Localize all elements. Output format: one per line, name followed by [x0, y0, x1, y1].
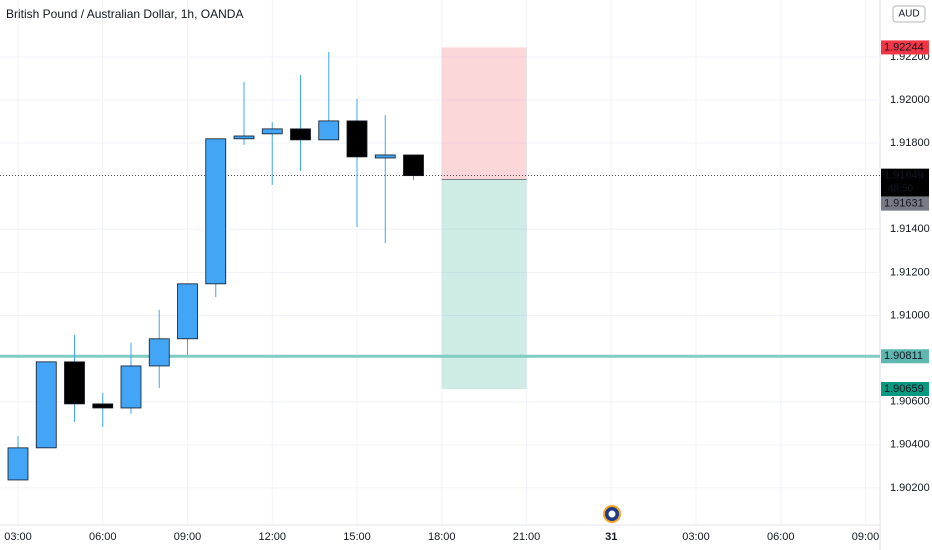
currency-box[interactable] [892, 5, 926, 23]
candle-body [403, 154, 424, 177]
y-tick-label: 1.91800 [890, 137, 930, 149]
line-price-label-box [881, 349, 929, 364]
candle-body [120, 365, 142, 409]
current-price-label: 1.91649 [884, 170, 924, 182]
currency[interactable]: AUD [898, 9, 919, 20]
stop-zone [441, 47, 527, 180]
candle-body [35, 361, 57, 449]
grid [0, 0, 880, 525]
candle-body [7, 447, 29, 481]
y-tick-label: 1.91200 [890, 266, 930, 278]
plot [0, 47, 880, 481]
y-tick-label: 1.90200 [890, 482, 930, 494]
x-tick-label: 15:00 [343, 531, 371, 543]
y-tick-label: 1.91000 [890, 309, 930, 321]
target-price-label-box [881, 382, 929, 397]
current-price-label-box [881, 168, 929, 197]
x-tick-label: 06:00 [89, 531, 117, 543]
x-tick-label: 31 [605, 531, 617, 543]
target-zone [441, 179, 527, 390]
x-tick-label: 09:00 [174, 531, 202, 543]
candle-body [92, 403, 114, 409]
event-flag-dot [608, 510, 616, 518]
y-tick-label: 1.91400 [890, 223, 930, 235]
candle-body [177, 283, 198, 340]
candle-body [318, 120, 340, 141]
x-tick-label: 12:00 [258, 531, 286, 543]
candle-body [205, 138, 227, 285]
x-tick-label: 06:00 [767, 531, 795, 543]
candle-body [374, 154, 396, 159]
candle-body [346, 120, 368, 158]
entry-price-label-box [881, 196, 929, 211]
candle-body [233, 135, 255, 140]
target-price-label: 1.90659 [884, 383, 924, 395]
y-tick-label: 1.92000 [890, 94, 930, 106]
x-tick-label: 03:00 [682, 531, 710, 543]
candle-body [261, 128, 283, 135]
candle-body [64, 361, 85, 405]
y-tick-label: 1.90600 [890, 396, 930, 408]
entry-price-label: 1.91631 [884, 198, 924, 210]
candle-body [148, 338, 170, 367]
x-tick-label: 18:00 [428, 531, 456, 543]
candle-body [290, 128, 311, 141]
countdown: 48:50 [888, 183, 913, 194]
line-price-label: 1.90811 [884, 350, 923, 362]
x-tick-label: 09:00 [852, 531, 880, 543]
x-tick-label: 03:00 [4, 531, 32, 543]
event-icon[interactable] [603, 505, 621, 523]
x-tick-label: 21:00 [513, 531, 541, 543]
chart-title: British Pound / Australian Dollar, 1h, O… [6, 7, 243, 21]
y-tick-label: 1.90400 [890, 439, 930, 451]
stop-price-label-box [881, 40, 929, 55]
stop-price-label: 1.92244 [884, 41, 924, 53]
